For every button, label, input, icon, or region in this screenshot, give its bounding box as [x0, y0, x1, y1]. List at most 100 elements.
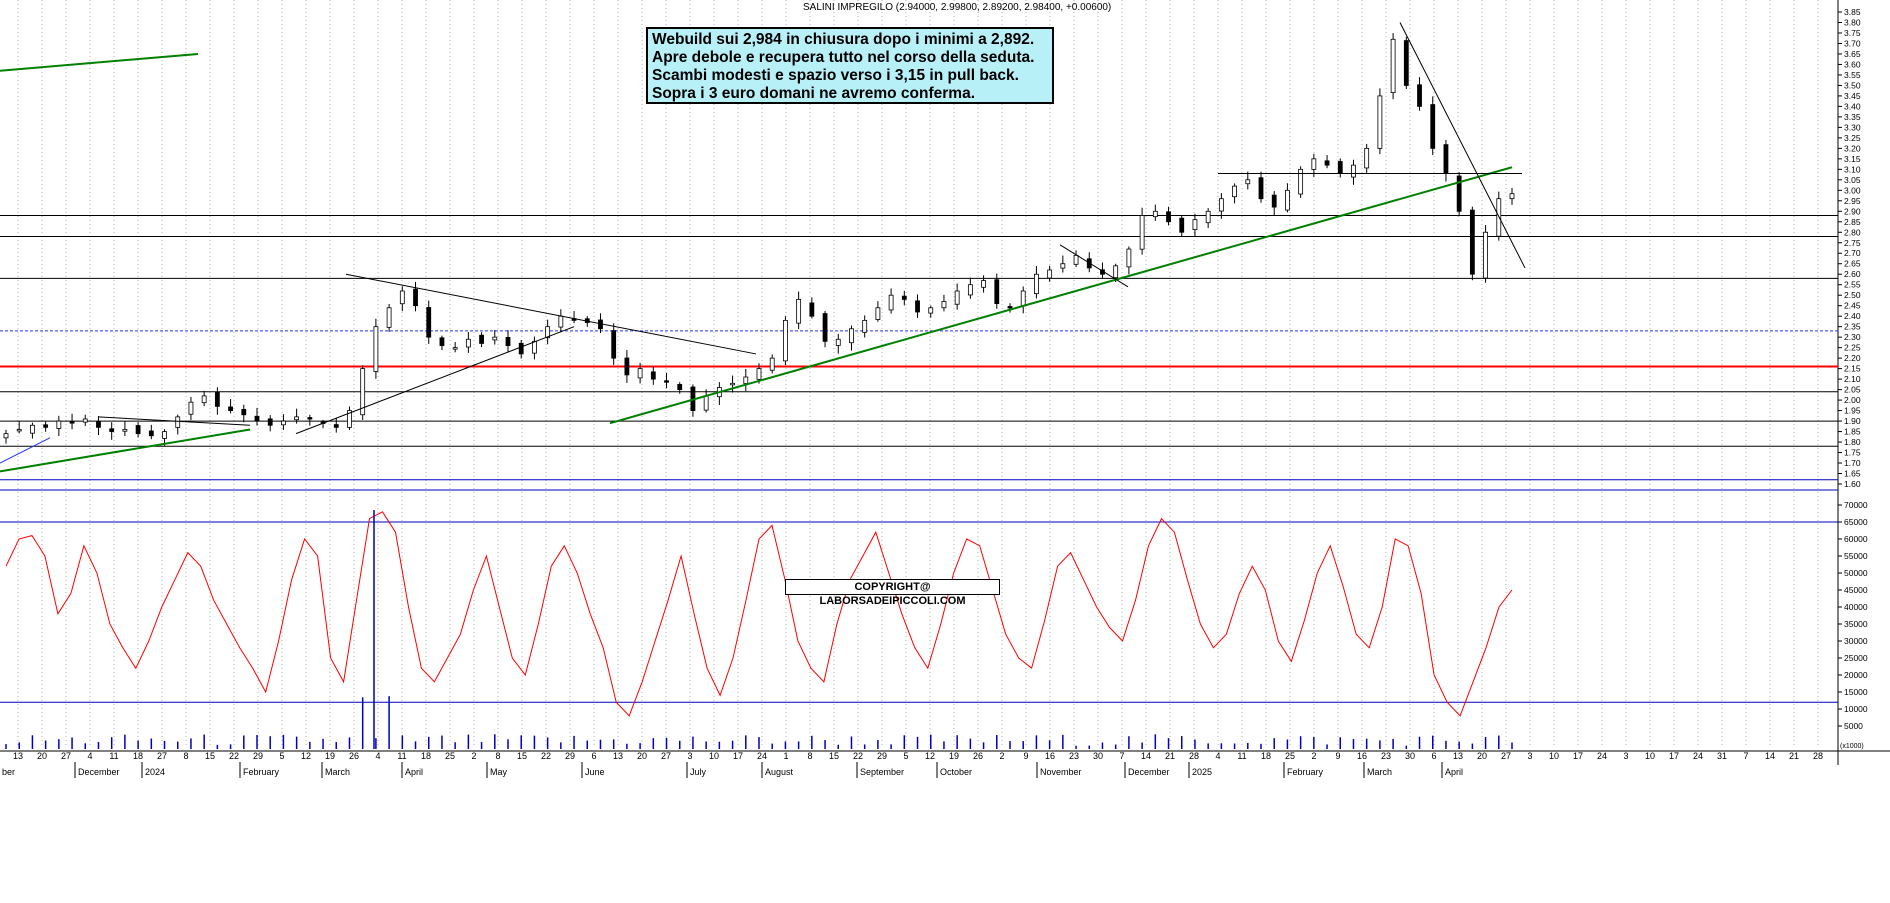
- candle-body: [558, 315, 564, 328]
- x-tick-label: 3: [1623, 751, 1628, 761]
- candle-body: [1390, 38, 1396, 94]
- osc-y-tick-label: 20000: [1844, 670, 1868, 680]
- x-tick-label: 19: [325, 751, 335, 761]
- candle-body: [1113, 265, 1119, 279]
- y-tick-label: 3.15: [1844, 154, 1861, 164]
- candle-body: [347, 410, 352, 428]
- candle-body: [849, 328, 854, 344]
- y-tick-label: 2.05: [1844, 385, 1861, 395]
- y-tick-label: 3.55: [1844, 70, 1861, 80]
- x-tick-label: 9: [1335, 751, 1340, 761]
- x-tick-label: 1: [783, 751, 788, 761]
- y-tick-label: 3.30: [1844, 122, 1861, 132]
- copyright-label: COPYRIGHT@ LABORSADEIPICCOLI.COM: [785, 579, 1000, 607]
- candle-body: [1285, 189, 1290, 211]
- candle-body: [373, 326, 379, 372]
- candle-body: [479, 334, 484, 344]
- x-tick-label: 17: [1573, 751, 1583, 761]
- y-tick-label: 3.85: [1844, 7, 1861, 17]
- x-tick-label: 19: [949, 751, 959, 761]
- commentary-line: Scambi modesti e spazio verso i 3,15 in …: [652, 67, 1019, 84]
- candle-body: [1232, 185, 1237, 198]
- y-tick-label: 2.75: [1844, 238, 1861, 248]
- candle-body: [82, 418, 88, 423]
- candle-body: [1271, 194, 1277, 208]
- candle-body: [426, 307, 432, 338]
- black-trendline: [1399, 22, 1526, 269]
- x-month-label: July: [690, 767, 707, 777]
- y-tick-label: 3.35: [1844, 112, 1861, 122]
- candle-body: [1351, 164, 1356, 178]
- x-month-label: December: [1128, 767, 1170, 777]
- x-tick-label: 25: [1285, 751, 1295, 761]
- x-month-label: 2024: [145, 767, 165, 777]
- green-trendline: [0, 428, 251, 473]
- y-tick-label: 2.55: [1844, 280, 1861, 290]
- x-tick-label: 23: [1381, 751, 1391, 761]
- black-trendline: [97, 416, 251, 426]
- candle-body: [96, 421, 101, 428]
- candle-body: [756, 368, 762, 380]
- candle-body: [188, 401, 194, 415]
- osc-y-tick-label: 35000: [1844, 619, 1868, 629]
- y-tick-label: 2.10: [1844, 374, 1861, 384]
- y-tick-label: 2.65: [1844, 259, 1861, 269]
- y-tick-label: 3.50: [1844, 80, 1861, 90]
- x-tick-label: 21: [1165, 751, 1175, 761]
- black-trendline: [345, 273, 757, 355]
- y-tick-label: 2.70: [1844, 248, 1861, 258]
- candle-body: [30, 424, 35, 434]
- candle-body: [1192, 219, 1198, 231]
- x-tick-label: 24: [1597, 751, 1607, 761]
- osc-y-tick-label: 45000: [1844, 585, 1868, 595]
- candle-body: [228, 406, 233, 411]
- candle-body: [1377, 95, 1383, 149]
- candle-body: [1430, 104, 1436, 149]
- x-tick-label: 12: [925, 751, 935, 761]
- x-tick-label: 6: [591, 751, 596, 761]
- x-month-label: February: [243, 767, 280, 777]
- commentary-line: Sopra i 3 euro domani ne avremo conferma…: [652, 85, 976, 102]
- candle-body: [1324, 160, 1330, 166]
- x-tick-label: 26: [973, 751, 983, 761]
- candle-body: [1311, 158, 1317, 170]
- volume-scale-label: (x1000): [1840, 743, 1864, 750]
- candle-body: [413, 288, 418, 307]
- candle-body: [650, 371, 656, 380]
- x-month-label: April: [1445, 767, 1463, 777]
- y-tick-label: 2.45: [1844, 301, 1861, 311]
- y-tick-label: 1.70: [1844, 458, 1861, 468]
- x-month-label: August: [765, 767, 794, 777]
- candle-body: [532, 340, 537, 354]
- x-tick-label: 21: [1789, 751, 1799, 761]
- x-month-label: ber: [2, 767, 15, 777]
- osc-y-tick-label: 50000: [1844, 568, 1868, 578]
- y-tick-label: 3.65: [1844, 49, 1861, 59]
- candle-body: [360, 368, 366, 416]
- x-tick-label: 4: [1215, 751, 1220, 761]
- x-tick-label: 27: [661, 751, 671, 761]
- osc-y-tick-label: 30000: [1844, 636, 1868, 646]
- x-tick-label: 29: [565, 751, 575, 761]
- x-tick-label: 22: [229, 751, 239, 761]
- x-tick-label: 4: [375, 751, 380, 761]
- y-tick-label: 2.15: [1844, 364, 1861, 374]
- candle-body: [1417, 84, 1422, 107]
- x-tick-label: 10: [1645, 751, 1655, 761]
- x-tick-label: 31: [1717, 751, 1727, 761]
- candle-body: [135, 425, 141, 435]
- x-tick-label: 22: [853, 751, 863, 761]
- black-trendline: [1059, 244, 1129, 288]
- y-tick-label: 1.95: [1844, 406, 1861, 416]
- x-tick-label: 12: [301, 751, 311, 761]
- y-tick-label: 1.80: [1844, 437, 1861, 447]
- candle-body: [1337, 161, 1343, 174]
- candle-body: [452, 347, 458, 350]
- x-month-label: 2025: [1192, 767, 1212, 777]
- x-tick-label: 27: [61, 751, 71, 761]
- x-tick-label: 2: [999, 751, 1004, 761]
- x-month-label: September: [860, 767, 904, 777]
- candle-body: [901, 295, 907, 300]
- candle-body: [862, 319, 868, 333]
- x-tick-label: 28: [1813, 751, 1823, 761]
